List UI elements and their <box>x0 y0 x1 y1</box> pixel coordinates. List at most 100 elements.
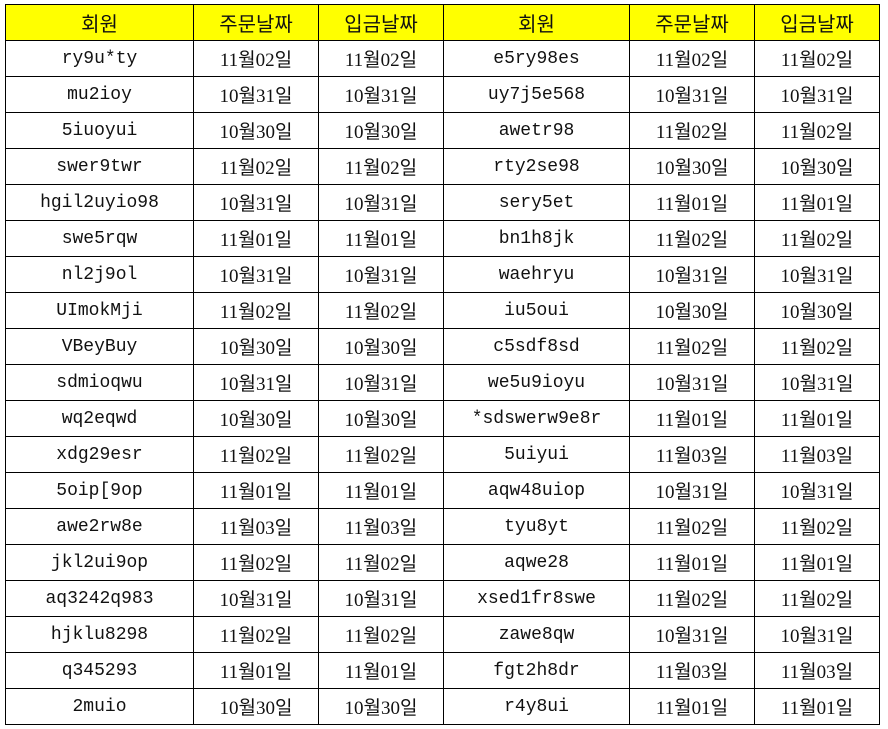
member-cell[interactable]: 5oip[9op <box>5 472 194 509</box>
member-cell-2[interactable]: awetr98 <box>443 112 630 149</box>
member-cell-2[interactable]: xsed1fr8swe <box>443 580 630 617</box>
payment-date-cell[interactable]: 11월02일 <box>318 544 444 581</box>
order-date-cell[interactable]: 10월30일 <box>193 688 319 725</box>
payment-date-cell-2[interactable]: 11월01일 <box>754 400 880 437</box>
order-date-cell-2[interactable]: 11월01일 <box>629 544 755 581</box>
payment-date-cell[interactable]: 11월02일 <box>318 436 444 473</box>
order-date-cell-2[interactable]: 11월02일 <box>629 40 755 77</box>
order-date-cell-2[interactable]: 10월31일 <box>629 616 755 653</box>
payment-date-cell-2[interactable]: 11월03일 <box>754 652 880 689</box>
member-cell[interactable]: UImokMji <box>5 292 194 329</box>
member-cell[interactable]: 2muio <box>5 688 194 725</box>
member-cell[interactable]: mu2ioy <box>5 76 194 113</box>
payment-date-cell[interactable]: 11월02일 <box>318 148 444 185</box>
payment-date-cell-2[interactable]: 11월02일 <box>754 220 880 257</box>
member-cell[interactable]: q345293 <box>5 652 194 689</box>
order-date-cell[interactable]: 11월02일 <box>193 148 319 185</box>
member-cell-2[interactable]: r4y8ui <box>443 688 630 725</box>
payment-date-cell[interactable]: 10월31일 <box>318 184 444 221</box>
payment-date-cell-2[interactable]: 10월31일 <box>754 616 880 653</box>
member-cell-2[interactable]: aqwe28 <box>443 544 630 581</box>
order-date-cell[interactable]: 11월02일 <box>193 436 319 473</box>
order-date-cell-2[interactable]: 10월31일 <box>629 256 755 293</box>
payment-date-cell-2[interactable]: 11월02일 <box>754 112 880 149</box>
member-cell[interactable]: awe2rw8e <box>5 508 194 545</box>
member-cell[interactable]: wq2eqwd <box>5 400 194 437</box>
header-order-date[interactable]: 주문날짜 <box>193 4 319 41</box>
member-cell-2[interactable]: e5ry98es <box>443 40 630 77</box>
payment-date-cell-2[interactable]: 10월31일 <box>754 364 880 401</box>
payment-date-cell[interactable]: 11월01일 <box>318 472 444 509</box>
header-order-date-2[interactable]: 주문날짜 <box>629 4 755 41</box>
header-payment-date[interactable]: 입금날짜 <box>318 4 444 41</box>
member-cell-2[interactable]: rty2se98 <box>443 148 630 185</box>
order-date-cell-2[interactable]: 11월02일 <box>629 580 755 617</box>
payment-date-cell-2[interactable]: 10월31일 <box>754 256 880 293</box>
member-cell[interactable]: nl2j9ol <box>5 256 194 293</box>
member-cell-2[interactable]: bn1h8jk <box>443 220 630 257</box>
member-cell[interactable]: xdg29esr <box>5 436 194 473</box>
order-date-cell[interactable]: 10월30일 <box>193 328 319 365</box>
payment-date-cell-2[interactable]: 10월31일 <box>754 76 880 113</box>
order-date-cell[interactable]: 11월02일 <box>193 616 319 653</box>
member-cell-2[interactable]: c5sdf8sd <box>443 328 630 365</box>
payment-date-cell[interactable]: 10월31일 <box>318 580 444 617</box>
payment-date-cell-2[interactable]: 11월02일 <box>754 40 880 77</box>
order-date-cell[interactable]: 11월03일 <box>193 508 319 545</box>
order-date-cell-2[interactable]: 10월31일 <box>629 364 755 401</box>
order-date-cell[interactable]: 11월01일 <box>193 652 319 689</box>
member-cell[interactable]: aq3242q983 <box>5 580 194 617</box>
member-cell-2[interactable]: aqw48uiop <box>443 472 630 509</box>
header-member[interactable]: 회원 <box>5 4 194 41</box>
order-date-cell[interactable]: 10월30일 <box>193 400 319 437</box>
order-date-cell[interactable]: 11월01일 <box>193 220 319 257</box>
payment-date-cell-2[interactable]: 11월01일 <box>754 184 880 221</box>
member-cell-2[interactable]: tyu8yt <box>443 508 630 545</box>
member-cell[interactable]: 5iuoyui <box>5 112 194 149</box>
payment-date-cell-2[interactable]: 10월30일 <box>754 292 880 329</box>
payment-date-cell[interactable]: 10월30일 <box>318 400 444 437</box>
member-cell-2[interactable]: zawe8qw <box>443 616 630 653</box>
member-cell-2[interactable]: uy7j5e568 <box>443 76 630 113</box>
member-cell[interactable]: swer9twr <box>5 148 194 185</box>
member-cell-2[interactable]: waehryu <box>443 256 630 293</box>
payment-date-cell[interactable]: 11월01일 <box>318 652 444 689</box>
payment-date-cell[interactable]: 11월02일 <box>318 292 444 329</box>
order-date-cell-2[interactable]: 11월02일 <box>629 328 755 365</box>
header-payment-date-2[interactable]: 입금날짜 <box>754 4 880 41</box>
order-date-cell-2[interactable]: 10월30일 <box>629 148 755 185</box>
payment-date-cell[interactable]: 10월31일 <box>318 76 444 113</box>
payment-date-cell[interactable]: 11월02일 <box>318 616 444 653</box>
member-cell[interactable]: jkl2ui9op <box>5 544 194 581</box>
payment-date-cell-2[interactable]: 11월02일 <box>754 508 880 545</box>
payment-date-cell[interactable]: 10월31일 <box>318 256 444 293</box>
payment-date-cell-2[interactable]: 11월01일 <box>754 544 880 581</box>
payment-date-cell-2[interactable]: 11월02일 <box>754 328 880 365</box>
member-cell[interactable]: hjklu8298 <box>5 616 194 653</box>
payment-date-cell[interactable]: 10월30일 <box>318 328 444 365</box>
member-cell-2[interactable]: sery5et <box>443 184 630 221</box>
payment-date-cell[interactable]: 11월02일 <box>318 40 444 77</box>
order-date-cell-2[interactable]: 11월01일 <box>629 400 755 437</box>
payment-date-cell[interactable]: 10월31일 <box>318 364 444 401</box>
member-cell-2[interactable]: fgt2h8dr <box>443 652 630 689</box>
member-cell-2[interactable]: 5uiyui <box>443 436 630 473</box>
payment-date-cell-2[interactable]: 11월03일 <box>754 436 880 473</box>
order-date-cell-2[interactable]: 10월30일 <box>629 292 755 329</box>
header-member-2[interactable]: 회원 <box>443 4 630 41</box>
member-cell[interactable]: hgil2uyio98 <box>5 184 194 221</box>
member-cell[interactable]: VBeyBuy <box>5 328 194 365</box>
order-date-cell-2[interactable]: 10월31일 <box>629 472 755 509</box>
payment-date-cell[interactable]: 10월30일 <box>318 112 444 149</box>
order-date-cell[interactable]: 10월30일 <box>193 112 319 149</box>
payment-date-cell-2[interactable]: 11월02일 <box>754 580 880 617</box>
order-date-cell[interactable]: 10월31일 <box>193 76 319 113</box>
member-cell-2[interactable]: iu5oui <box>443 292 630 329</box>
order-date-cell-2[interactable]: 11월01일 <box>629 184 755 221</box>
member-cell[interactable]: ry9u*ty <box>5 40 194 77</box>
order-date-cell[interactable]: 10월31일 <box>193 364 319 401</box>
order-date-cell[interactable]: 11월02일 <box>193 40 319 77</box>
order-date-cell-2[interactable]: 11월03일 <box>629 436 755 473</box>
payment-date-cell-2[interactable]: 10월30일 <box>754 148 880 185</box>
payment-date-cell-2[interactable]: 10월31일 <box>754 472 880 509</box>
